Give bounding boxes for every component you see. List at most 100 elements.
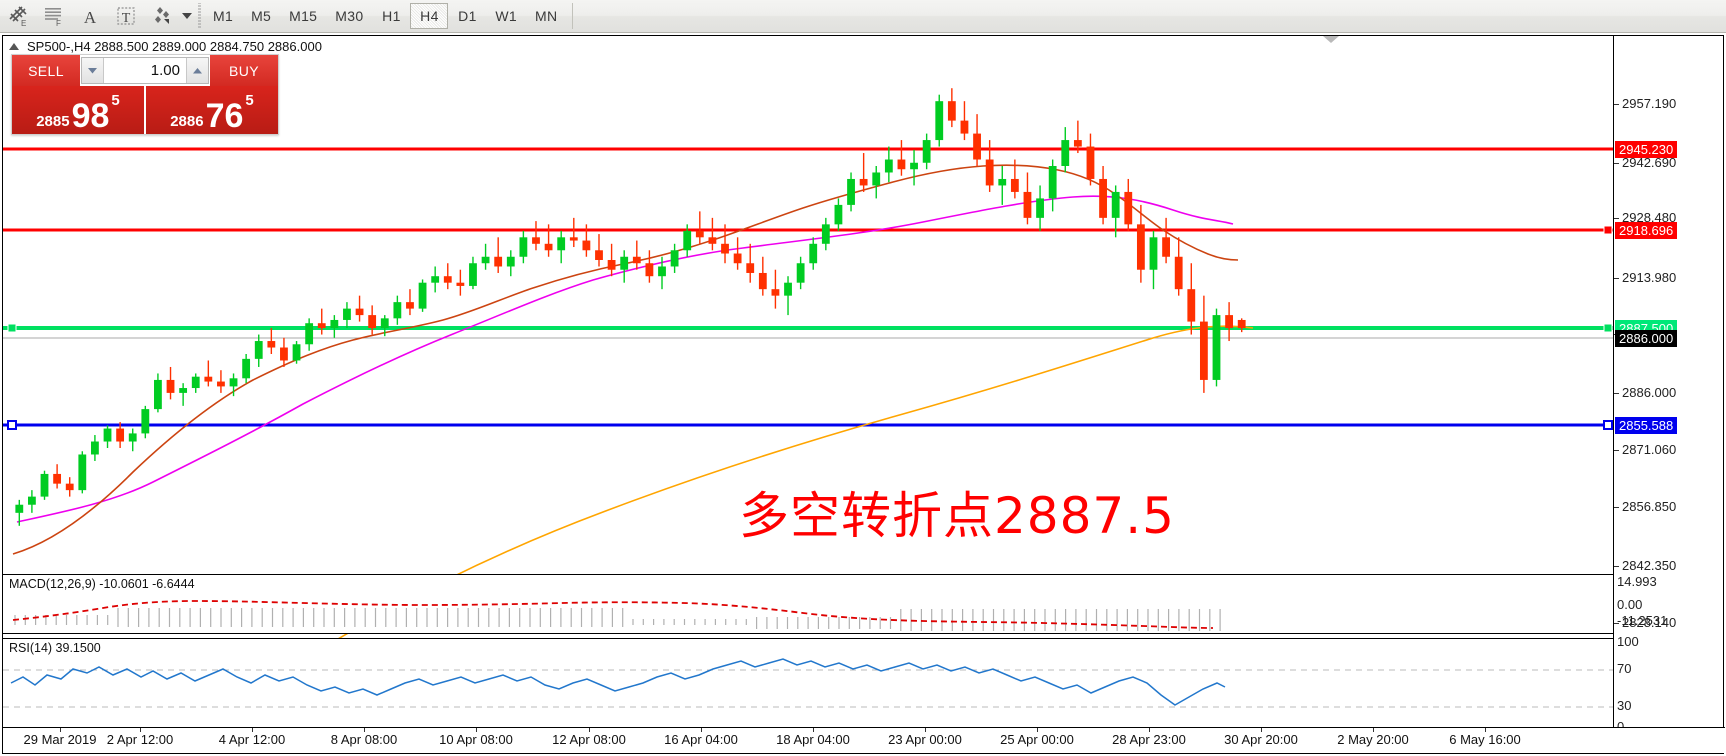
- grid-f-icon[interactable]: F: [36, 1, 72, 31]
- candle-body: [179, 388, 188, 393]
- time-tick-label: 18 Apr 04:00: [776, 732, 850, 747]
- oct-price-row: 2885 98 5 2886 76 5: [12, 86, 278, 134]
- candle-body: [632, 256, 641, 264]
- symbol-ohlc-text: SP500-,H4 2888.500 2889.000 2884.750 288…: [27, 39, 322, 54]
- candle-body: [935, 101, 944, 141]
- candle-body: [834, 204, 843, 225]
- timeframe-m1[interactable]: M1: [213, 8, 234, 24]
- rsi-pane[interactable]: RSI(14) 39.1500: [3, 638, 1615, 728]
- price-scale[interactable]: 2957.1902942.6902928.4802913.9802899.770…: [1613, 36, 1723, 753]
- candle-body: [40, 473, 49, 497]
- resistance-tag-upper[interactable]: 2945.230: [1615, 141, 1678, 158]
- objects-dropdown-icon[interactable]: [180, 1, 194, 31]
- candle-body: [116, 428, 125, 442]
- macd-axis-tick: 0.00: [1614, 597, 1642, 612]
- toolbar-separator: [197, 3, 201, 29]
- candle-body: [154, 379, 162, 410]
- timeframe-m15[interactable]: M15: [289, 8, 318, 24]
- crosshair-e-icon[interactable]: E: [0, 1, 36, 31]
- price-plot-area[interactable]: [3, 42, 1615, 755]
- chart-scroll-marker-icon: [1323, 36, 1339, 43]
- macd-label: MACD(12,26,9) -10.0601 -6.6444: [9, 577, 195, 591]
- chart-window[interactable]: SP500-,H4 2888.500 2889.000 2884.750 288…: [2, 35, 1725, 755]
- candle-body: [27, 496, 36, 505]
- volume-input[interactable]: 1.00: [150, 62, 180, 79]
- buy-price-display[interactable]: 2886 76 5: [144, 86, 278, 134]
- symbol-ohlc-header: SP500-,H4 2888.500 2889.000 2884.750 288…: [9, 39, 322, 54]
- time-tick-label: 4 Apr 12:00: [218, 732, 286, 747]
- chart-annotation-text: 多空转折点2887.5: [739, 487, 1175, 545]
- candle-body: [557, 237, 566, 251]
- candle-body: [1086, 146, 1095, 179]
- time-tick: [364, 728, 365, 732]
- rsi-axis-label: 70: [1617, 661, 1632, 676]
- candle-body: [418, 282, 427, 309]
- text-a-icon[interactable]: A: [72, 1, 108, 31]
- time-tick-label: 25 Apr 00:00: [1000, 732, 1074, 747]
- price-tick-label: 2886.000: [1622, 385, 1677, 400]
- candle-body: [1225, 315, 1234, 329]
- macd-svg: [12, 600, 1221, 631]
- time-tick-label: 2 Apr 12:00: [106, 732, 174, 747]
- objects-icon[interactable]: [144, 1, 180, 31]
- candle-body: [897, 159, 906, 170]
- time-tick-label: 12 Apr 08:00: [552, 732, 626, 747]
- price-tick-label: 2842.350: [1622, 558, 1677, 573]
- candle-body: [292, 344, 301, 361]
- macd-axis-tick: -11.2531: [1614, 613, 1667, 628]
- time-tick: [1037, 728, 1038, 732]
- candle-body: [708, 237, 717, 244]
- svg-text:F: F: [56, 19, 61, 27]
- price-chart-svg: [3, 88, 1615, 743]
- macd-pane[interactable]: MACD(12,26,9) -10.0601 -6.6444: [3, 574, 1615, 634]
- resistance-tag-lower[interactable]: 2918.696: [1615, 222, 1678, 239]
- sell-price-display[interactable]: 2885 98 5: [12, 86, 144, 134]
- timeframe-w1[interactable]: W1: [495, 8, 518, 24]
- text-label-t-icon[interactable]: T: [108, 1, 144, 31]
- candle-body: [1023, 191, 1032, 218]
- candle-body: [91, 441, 99, 455]
- candle-body: [1199, 321, 1208, 380]
- last-price-tag[interactable]: 2886.000: [1615, 330, 1678, 347]
- sell-button[interactable]: SELL: [12, 55, 80, 86]
- timeframe-mn[interactable]: MN: [535, 8, 558, 24]
- volume-up-icon[interactable]: [186, 58, 208, 83]
- price-tick-label: 2942.690: [1622, 155, 1677, 170]
- support-tag[interactable]: 2855.588: [1615, 417, 1678, 434]
- candlestick-series: [15, 88, 1246, 526]
- macd-axis-label: -11.2531: [1617, 613, 1668, 628]
- candle-body: [406, 302, 414, 309]
- timeframe-h1[interactable]: H1: [382, 8, 401, 24]
- main-toolbar: E F A T: [0, 0, 1726, 33]
- time-tick: [925, 728, 926, 732]
- rsi-axis-label: 0: [1617, 719, 1624, 734]
- collapse-triangle-icon[interactable]: [9, 43, 19, 50]
- buy-button[interactable]: BUY: [210, 55, 278, 86]
- candle-body: [393, 302, 402, 319]
- candle-body: [469, 263, 477, 286]
- timeframe-m5[interactable]: M5: [251, 8, 272, 24]
- macd-axis-tick: 14.993: [1614, 574, 1657, 589]
- candle-body: [670, 250, 679, 267]
- candle-body: [569, 237, 578, 241]
- price-tick-label: 2957.190: [1622, 96, 1677, 111]
- time-tick-label: 6 May 16:00: [1449, 732, 1521, 747]
- time-tick: [1149, 728, 1150, 732]
- price-tick: 2928.480: [1614, 210, 1676, 225]
- candle-body: [910, 162, 918, 170]
- time-axis[interactable]: 29 Mar 2019 2 Apr 12:00 4 Apr 12:00 8 Apr 0…: [3, 727, 1725, 753]
- volume-down-icon[interactable]: [82, 58, 104, 83]
- candle-body: [141, 409, 150, 434]
- timeframe-m30[interactable]: M30: [335, 8, 364, 24]
- candle-body: [1136, 224, 1145, 270]
- one-click-trading-panel[interactable]: SELL 1.00 BUY 2885 98 5 2886 76 5: [11, 54, 279, 135]
- candle-body: [884, 159, 893, 173]
- timeframe-d1[interactable]: D1: [458, 8, 477, 24]
- volume-stepper[interactable]: 1.00: [81, 57, 209, 84]
- time-tick-label: 2 May 20:00: [1337, 732, 1409, 747]
- candle-body: [380, 318, 389, 329]
- time-tick-label: 29 Mar 2019: [23, 732, 97, 747]
- candle-body: [1010, 178, 1019, 192]
- price-tick: 2886.000: [1614, 385, 1676, 400]
- timeframe-h4[interactable]: H4: [410, 3, 449, 29]
